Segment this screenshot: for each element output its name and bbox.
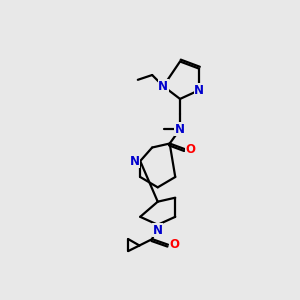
Text: N: N — [130, 154, 140, 168]
Text: N: N — [158, 80, 168, 93]
Text: N: N — [153, 224, 163, 237]
Text: O: O — [169, 238, 179, 251]
Text: N: N — [175, 123, 185, 136]
Text: N: N — [194, 84, 204, 97]
Text: O: O — [185, 142, 195, 156]
